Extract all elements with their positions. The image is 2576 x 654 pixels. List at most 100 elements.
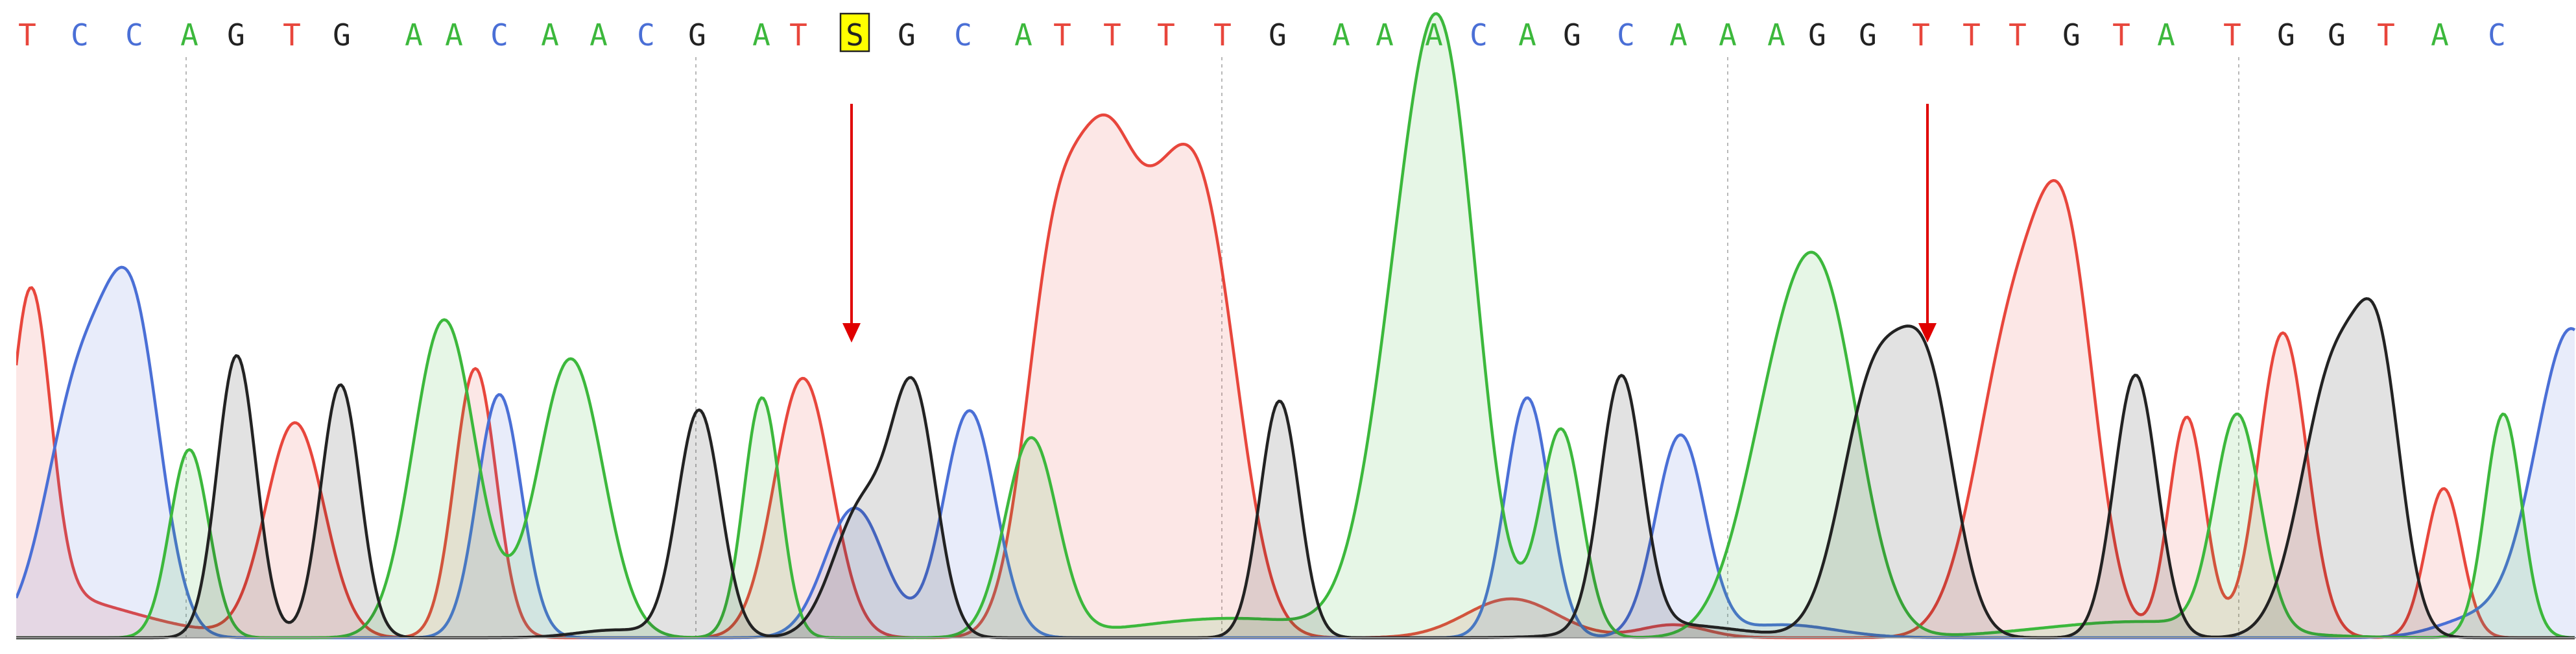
base-letter: A — [1425, 18, 1443, 53]
base-letter: A — [541, 18, 559, 53]
base-letter: A — [1767, 18, 1785, 53]
base-call: C — [637, 18, 655, 53]
base-letter: A — [1376, 18, 1394, 53]
base-call: T — [1213, 18, 1232, 53]
base-letter: G — [333, 18, 351, 53]
base-call: T — [1157, 18, 1175, 53]
base-call: T — [2223, 18, 2241, 53]
base-call: G — [688, 18, 706, 53]
base-letter: C — [125, 18, 143, 53]
base-call: T — [1053, 18, 1071, 53]
base-call: A — [752, 18, 770, 53]
base-call: A — [2157, 18, 2175, 53]
base-call: T — [1912, 18, 1930, 53]
base-call: G — [1563, 18, 1581, 53]
base-letter: T — [2009, 18, 2027, 53]
base-call: C — [1470, 18, 1488, 53]
base-call: T — [2009, 18, 2027, 53]
base-letter: A — [2157, 18, 2175, 53]
base-call: T — [2112, 18, 2130, 53]
base-letter: C — [71, 18, 89, 53]
trace-layer — [16, 12, 2576, 640]
base-letter: A — [2431, 18, 2449, 53]
base-call: A — [1425, 18, 1443, 53]
base-call: T — [283, 18, 301, 53]
base-call: A — [445, 18, 463, 53]
base-call: A — [541, 18, 559, 53]
base-letter: T — [1053, 18, 1071, 53]
down-arrow-icon — [1918, 323, 1937, 343]
base-call: A — [1014, 18, 1032, 53]
base-letter: G — [2277, 18, 2295, 53]
base-letter: C — [1470, 18, 1488, 53]
base-letter: T — [2112, 18, 2130, 53]
base-letter: G — [2062, 18, 2081, 53]
base-call: T — [789, 18, 807, 53]
base-call: A — [1518, 18, 1536, 53]
base-call: G — [1269, 18, 1287, 53]
base-letter: A — [752, 18, 770, 53]
base-call: T — [1103, 18, 1121, 53]
base-letter: A — [180, 18, 198, 53]
base-call: G — [1808, 18, 1826, 53]
trace-line-A — [16, 12, 2575, 640]
base-call: A — [1376, 18, 1394, 53]
base-letter: A — [405, 18, 423, 53]
variant-marker-1 — [842, 104, 861, 343]
base-letter: T — [18, 18, 36, 53]
base-letter: G — [1269, 18, 1287, 53]
base-call: C — [125, 18, 143, 53]
base-letter: G — [2328, 18, 2346, 53]
base-letter: T — [789, 18, 807, 53]
base-letter: T — [2377, 18, 2395, 53]
base-call: T — [18, 18, 36, 53]
base-letter: T — [2223, 18, 2241, 53]
base-letter: G — [227, 18, 245, 53]
base-call: C — [954, 18, 972, 53]
base-letter: A — [1518, 18, 1536, 53]
base-letter: G — [688, 18, 706, 53]
base-letter: G — [898, 18, 916, 53]
base-call: C — [71, 18, 89, 53]
base-letter: T — [1962, 18, 1981, 53]
base-call: A — [1719, 18, 1737, 53]
base-call: C — [490, 18, 508, 53]
base-letter: T — [1157, 18, 1175, 53]
base-highlight-box — [839, 12, 870, 53]
base-call: G — [227, 18, 245, 53]
base-letter: T — [1103, 18, 1121, 53]
base-letter: C — [490, 18, 508, 53]
trace-line-T — [16, 113, 2575, 640]
base-letter: G — [1808, 18, 1826, 53]
base-call: G — [2328, 18, 2346, 53]
base-call: G — [898, 18, 916, 53]
base-call: A — [1767, 18, 1785, 53]
base-call: A — [1332, 18, 1350, 53]
base-letter: G — [1563, 18, 1581, 53]
base-call: G — [2277, 18, 2295, 53]
base-letter: A — [1014, 18, 1032, 53]
base-letter: T — [1912, 18, 1930, 53]
base-call: G — [333, 18, 351, 53]
base-call: T — [2377, 18, 2395, 53]
variant-marker-2 — [1918, 104, 1937, 343]
base-letter: G — [1859, 18, 1877, 53]
base-call-highlighted: S — [839, 12, 870, 53]
base-letter: A — [1719, 18, 1737, 53]
base-call: T — [1962, 18, 1981, 53]
base-call: A — [590, 18, 608, 53]
base-call: G — [1859, 18, 1877, 53]
base-call: G — [2062, 18, 2081, 53]
down-arrow-icon — [842, 323, 861, 343]
base-letter: A — [445, 18, 463, 53]
base-letter: A — [590, 18, 608, 53]
base-letter: C — [954, 18, 972, 53]
base-letter: C — [1617, 18, 1635, 53]
base-call: C — [2488, 18, 2506, 53]
base-letter: C — [2488, 18, 2506, 53]
base-letter: C — [637, 18, 655, 53]
base-letter: A — [1669, 18, 1688, 53]
